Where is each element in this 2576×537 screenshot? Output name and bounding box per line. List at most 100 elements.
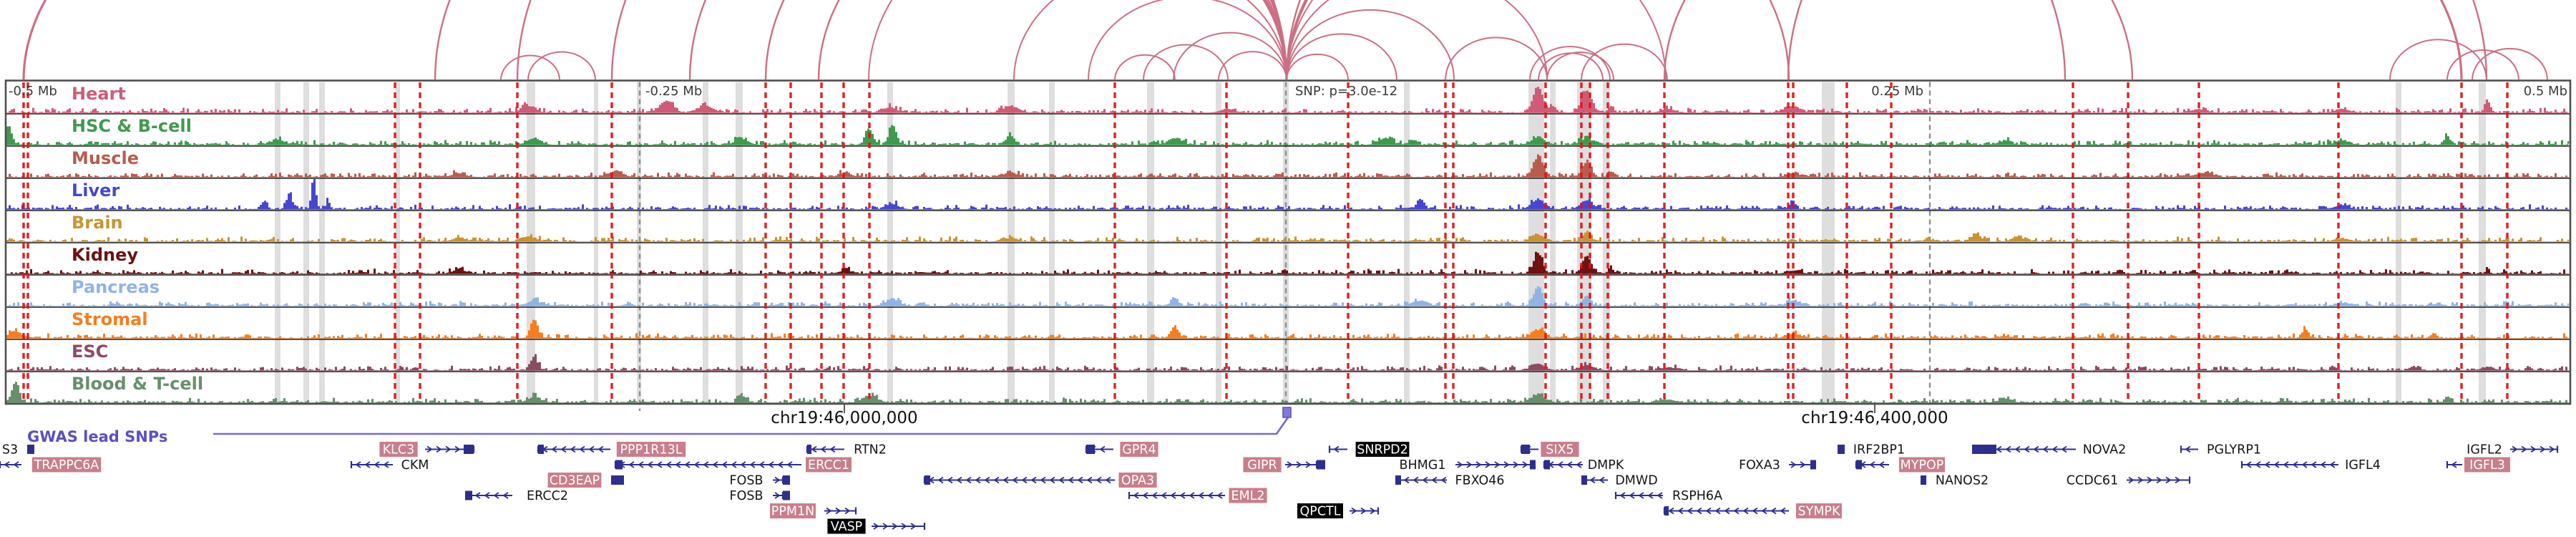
gene-snrpd2[interactable]: SNRPD2 bbox=[1328, 442, 1410, 458]
interaction-arc[interactable] bbox=[2446, 49, 2519, 81]
gene-label[interactable]: IRF2BP1 bbox=[1853, 443, 1905, 458]
interaction-arc[interactable] bbox=[1445, 37, 1548, 81]
interaction-arc[interactable] bbox=[500, 54, 560, 81]
gene-pglyrp1[interactable]: PGLYRP1 bbox=[2180, 443, 2261, 458]
gene-ccdc61[interactable]: CCDC61 bbox=[2067, 474, 2191, 488]
interaction-arc[interactable] bbox=[1218, 51, 1287, 81]
gene-label[interactable]: EML2 bbox=[1231, 489, 1264, 503]
gene-label[interactable]: QPCTL bbox=[1300, 505, 1341, 519]
interaction-arc[interactable] bbox=[527, 51, 596, 81]
gene-annotations[interactable]: S3 KLC3 PPP1R13L RTN2 GPR4 SNRPD2 SIX5 IRF2BP1 N… bbox=[0, 442, 2559, 535]
interaction-arc[interactable] bbox=[868, 0, 1287, 81]
interaction-arc[interactable] bbox=[1286, 53, 1349, 81]
gene-ckm[interactable]: CKM bbox=[350, 458, 429, 473]
gene-label[interactable]: CKM bbox=[401, 458, 429, 473]
gene-label[interactable]: PGLYRP1 bbox=[2207, 443, 2261, 458]
gene-gipr[interactable]: GIPR bbox=[1243, 457, 1325, 473]
gene-cd3eap[interactable]: CD3EAP bbox=[547, 473, 624, 488]
gene-label[interactable]: MYPOP bbox=[1901, 458, 1944, 473]
gene-fosb[interactable]: FOSB bbox=[730, 489, 790, 503]
gwas-lead-snps-track[interactable] bbox=[213, 407, 1292, 435]
gene-dmwd[interactable]: DMWD bbox=[1581, 474, 1658, 488]
signal-track-hsc-b-cell[interactable] bbox=[6, 125, 2570, 145]
interaction-arc[interactable] bbox=[1285, 0, 2067, 81]
gene-qpctl[interactable]: QPCTL bbox=[1297, 503, 1380, 519]
interaction-arc[interactable] bbox=[1581, 43, 1668, 81]
interaction-arc[interactable] bbox=[1286, 0, 1548, 81]
interaction-arc[interactable] bbox=[610, 0, 1288, 81]
gene-label[interactable]: NANOS2 bbox=[1936, 474, 1989, 488]
gene-gpr4[interactable]: GPR4 bbox=[1085, 442, 1158, 458]
interaction-arc[interactable] bbox=[1285, 0, 2463, 81]
gene-rtn2[interactable]: RTN2 bbox=[806, 443, 887, 458]
gene-s3[interactable]: S3 bbox=[2, 443, 34, 458]
signal-track-brain[interactable] bbox=[6, 231, 2570, 242]
gene-label[interactable]: FOSB bbox=[730, 474, 763, 488]
gene-foxa3[interactable]: FOXA3 bbox=[1739, 458, 1816, 473]
gene-igfl3[interactable]: IGFL3 bbox=[2446, 457, 2510, 473]
gene-six5[interactable]: SIX5 bbox=[1520, 442, 1579, 458]
gene-rsph6a[interactable]: RSPH6A bbox=[1614, 489, 1722, 503]
interaction-arc[interactable] bbox=[1173, 32, 1287, 81]
interaction-arc[interactable] bbox=[434, 0, 1288, 81]
interaction-arc[interactable] bbox=[1088, 0, 1287, 81]
interaction-arc[interactable] bbox=[1013, 0, 1287, 81]
signal-track-heart[interactable] bbox=[6, 87, 2570, 113]
gene-eml2[interactable]: EML2 bbox=[1128, 488, 1267, 504]
gene-ercc2[interactable]: ERCC2 bbox=[465, 489, 568, 503]
interaction-arcs[interactable] bbox=[22, 0, 2548, 81]
gene-label[interactable]: GPR4 bbox=[1122, 443, 1156, 458]
signal-tracks[interactable] bbox=[6, 87, 2570, 403]
gene-label[interactable]: CD3EAP bbox=[550, 474, 600, 488]
gene-label[interactable]: SYMPK bbox=[1798, 505, 1840, 519]
gene-label[interactable]: DMPK bbox=[1588, 458, 1624, 473]
gene-vasp[interactable]: VASP bbox=[827, 518, 926, 535]
gene-opa3[interactable]: OPA3 bbox=[923, 473, 1157, 488]
interaction-arc[interactable] bbox=[817, 0, 1288, 81]
interaction-arc[interactable] bbox=[1286, 33, 1397, 81]
interaction-arc[interactable] bbox=[2472, 47, 2548, 81]
gene-irf2bp1[interactable]: IRF2BP1 bbox=[1838, 443, 1905, 458]
gene-ppp1r13l[interactable]: PPP1R13L bbox=[537, 442, 686, 458]
gene-ercc1[interactable]: ERCC1 bbox=[614, 457, 852, 473]
gene-label[interactable]: SIX5 bbox=[1546, 443, 1574, 458]
gene-sympk[interactable]: SYMPK bbox=[1663, 503, 1842, 519]
gene-label[interactable]: FBXO46 bbox=[1455, 474, 1505, 488]
interaction-arc[interactable] bbox=[22, 0, 1288, 81]
gene-label[interactable]: PPP1R13L bbox=[620, 443, 683, 458]
gene-label[interactable]: FOXA3 bbox=[1739, 458, 1780, 473]
gene-igfl2[interactable]: IGFL2 bbox=[2467, 443, 2559, 458]
interaction-arc[interactable] bbox=[1529, 46, 1611, 81]
gene-label[interactable]: VASP bbox=[831, 520, 863, 534]
signal-track-esc[interactable] bbox=[6, 354, 2570, 371]
gene-label[interactable]: PPM1N bbox=[771, 505, 814, 519]
gene-label[interactable]: IGFL3 bbox=[2469, 458, 2505, 473]
gene-label[interactable]: ERCC1 bbox=[808, 458, 849, 473]
gene-label[interactable]: CCDC61 bbox=[2067, 474, 2118, 488]
gene-label[interactable]: RTN2 bbox=[854, 443, 887, 458]
signal-track-blood-t-cell[interactable] bbox=[6, 382, 2570, 403]
gene-label[interactable]: DMWD bbox=[1615, 474, 1657, 488]
signal-track-liver[interactable] bbox=[6, 179, 2570, 210]
gene-label[interactable]: BHMG1 bbox=[1400, 458, 1446, 473]
gene-dmpk[interactable]: DMPK bbox=[1543, 458, 1624, 473]
gene-igfl4[interactable]: IGFL4 bbox=[2240, 458, 2381, 473]
interaction-arc[interactable] bbox=[1787, 0, 2488, 81]
gene-fosb[interactable]: FOSB bbox=[730, 474, 790, 488]
gene-ppm1n[interactable]: PPM1N bbox=[770, 503, 857, 519]
gene-label[interactable]: NOVA2 bbox=[2083, 443, 2127, 458]
gwas-snp-marker[interactable] bbox=[1282, 407, 1292, 418]
gene-nanos2[interactable]: NANOS2 bbox=[1921, 474, 1989, 488]
gene-label[interactable]: RSPH6A bbox=[1672, 489, 1722, 503]
interaction-arc[interactable] bbox=[1114, 54, 1176, 81]
signal-track-stromal[interactable] bbox=[6, 319, 2570, 339]
interaction-arc[interactable] bbox=[1286, 9, 1455, 81]
gene-label[interactable]: TRAPPC6A bbox=[34, 458, 99, 473]
gene-trappc6a[interactable]: TRAPPC6A bbox=[0, 457, 102, 473]
gene-label[interactable]: KLC3 bbox=[383, 443, 415, 458]
gene-label[interactable]: OPA3 bbox=[1121, 474, 1154, 488]
gene-label[interactable]: ERCC2 bbox=[527, 489, 568, 503]
gene-nova2[interactable]: NOVA2 bbox=[1972, 443, 2126, 458]
interaction-arc[interactable] bbox=[1538, 52, 1604, 81]
